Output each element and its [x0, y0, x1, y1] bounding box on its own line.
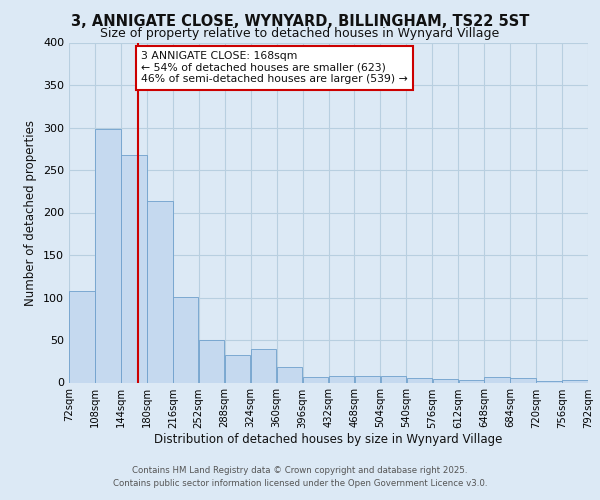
Bar [355, 376, 380, 382]
Bar [407, 378, 432, 382]
Bar [199, 340, 224, 382]
Bar [484, 378, 510, 382]
Bar [277, 367, 302, 382]
Bar [69, 290, 95, 382]
Bar [251, 348, 277, 382]
Bar [433, 379, 458, 382]
Bar [329, 376, 354, 382]
Bar [458, 380, 484, 382]
Text: 3 ANNIGATE CLOSE: 168sqm
← 54% of detached houses are smaller (623)
46% of semi-: 3 ANNIGATE CLOSE: 168sqm ← 54% of detach… [141, 51, 408, 84]
Bar [380, 376, 406, 382]
Bar [511, 378, 536, 382]
Y-axis label: Number of detached properties: Number of detached properties [25, 120, 37, 306]
Bar [536, 381, 562, 382]
Text: Contains HM Land Registry data © Crown copyright and database right 2025.
Contai: Contains HM Land Registry data © Crown c… [113, 466, 487, 487]
Bar [147, 202, 173, 382]
Text: Size of property relative to detached houses in Wynyard Village: Size of property relative to detached ho… [100, 28, 500, 40]
Bar [95, 129, 121, 382]
Bar [173, 296, 199, 382]
Bar [121, 154, 146, 382]
Bar [303, 376, 328, 382]
X-axis label: Distribution of detached houses by size in Wynyard Village: Distribution of detached houses by size … [154, 434, 503, 446]
Text: 3, ANNIGATE CLOSE, WYNYARD, BILLINGHAM, TS22 5ST: 3, ANNIGATE CLOSE, WYNYARD, BILLINGHAM, … [71, 14, 529, 29]
Bar [225, 356, 250, 382]
Bar [562, 380, 588, 382]
